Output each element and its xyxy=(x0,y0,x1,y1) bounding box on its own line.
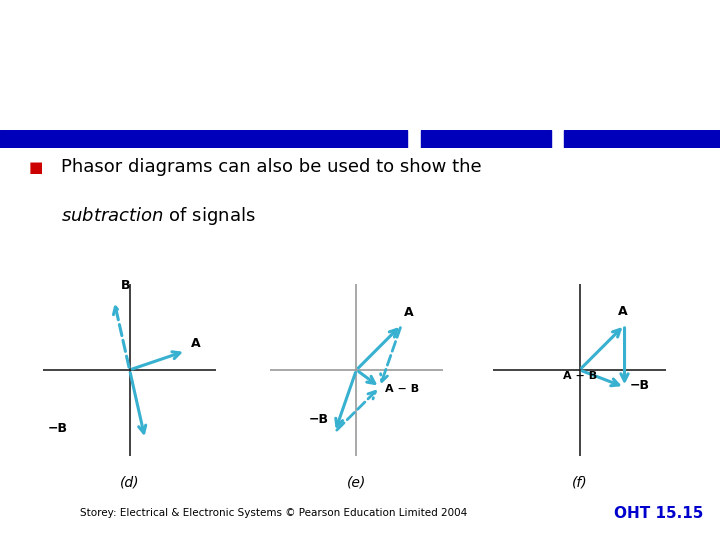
Text: A − B: A − B xyxy=(385,384,419,394)
Text: ■: ■ xyxy=(29,160,43,175)
Text: A − B: A − B xyxy=(563,370,598,381)
Text: (e): (e) xyxy=(347,475,366,489)
Text: A: A xyxy=(191,338,201,350)
Text: A: A xyxy=(404,306,413,319)
Bar xyxy=(564,130,720,148)
Text: A: A xyxy=(618,305,628,318)
Bar xyxy=(421,130,551,148)
Text: (f): (f) xyxy=(572,475,588,489)
Text: −B: −B xyxy=(48,422,68,435)
Text: OHT 15.15: OHT 15.15 xyxy=(614,506,703,521)
Text: $\it{subtraction}$ of signals: $\it{subtraction}$ of signals xyxy=(61,205,256,227)
Text: (d): (d) xyxy=(120,475,140,489)
Text: B: B xyxy=(121,279,130,292)
Text: −B: −B xyxy=(630,379,649,392)
Bar xyxy=(0,130,407,148)
Text: Storey: Electrical & Electronic Systems © Pearson Education Limited 2004: Storey: Electrical & Electronic Systems … xyxy=(80,508,467,518)
Text: −B: −B xyxy=(309,414,329,427)
Text: Phasor diagrams can also be used to show the: Phasor diagrams can also be used to show… xyxy=(61,158,482,177)
